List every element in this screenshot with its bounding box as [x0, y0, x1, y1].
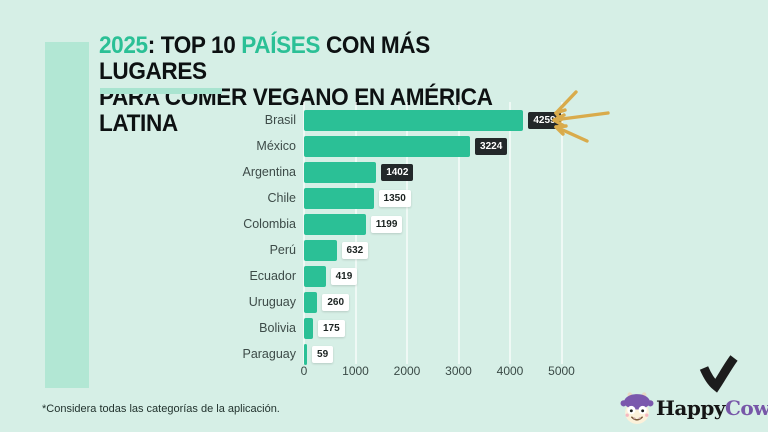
x-axis-tick-label: 4000 — [496, 364, 524, 378]
x-axis-tick-label: 2000 — [393, 364, 421, 378]
bar — [304, 214, 366, 235]
hand-drawn-arrows-icon — [552, 90, 610, 143]
brand-happy: Happy — [656, 396, 725, 420]
title-paises: PAÍSES — [241, 32, 321, 59]
footnote: *Considera todas las categorías de la ap… — [42, 403, 280, 415]
title-underline — [100, 88, 222, 94]
x-axis-tick-label: 0 — [300, 364, 308, 378]
value-chip: 59 — [312, 346, 334, 363]
title-top10: : TOP 10 — [147, 32, 242, 59]
bar — [304, 266, 326, 287]
value-chip: 419 — [330, 268, 358, 285]
bar — [304, 318, 313, 339]
value-chip: 3224 — [475, 138, 508, 155]
value-chip: 632 — [341, 242, 369, 259]
gridline — [560, 102, 563, 364]
bar-category-label: Ecuador — [249, 269, 296, 283]
value-chip: 1199 — [370, 216, 403, 233]
title-line2: PARA COMER VEGANO EN AMÉRICA LATINA — [99, 83, 492, 137]
bar — [304, 292, 318, 313]
bar — [304, 110, 524, 131]
bar-category-label: Perú — [269, 243, 296, 257]
left-accent-bar — [45, 42, 89, 388]
title-year: 2025 — [99, 32, 148, 59]
bar-category-label: Brasil — [264, 113, 296, 127]
bar-category-label: Paraguay — [242, 347, 296, 361]
x-axis-tick-label: 3000 — [445, 364, 472, 378]
page-title: 2025: TOP 10 PAÍSES CON MÁS LUGARES PARA… — [99, 33, 541, 137]
bar-category-label: Bolivia — [259, 321, 296, 335]
brand-cow: Cow — [724, 396, 768, 420]
value-chip: 1402 — [381, 164, 414, 181]
value-chip: 1350 — [378, 190, 411, 207]
x-axis-tick-label: 1000 — [342, 364, 369, 378]
bar — [304, 188, 374, 209]
cow-icon — [620, 392, 654, 424]
bar-category-label: Uruguay — [248, 295, 296, 309]
bar — [304, 240, 337, 261]
bar — [304, 136, 471, 157]
bar-category-label: Colombia — [243, 217, 296, 231]
gridline — [509, 102, 511, 364]
bar-category-label: Chile — [267, 191, 297, 205]
bar-category-label: México — [256, 139, 296, 153]
bar — [304, 162, 377, 183]
happycow-wordmark: HappyCow — [656, 392, 768, 425]
value-chip: 4259 — [528, 112, 561, 129]
value-chip: 260 — [322, 294, 350, 311]
value-chip: 175 — [318, 320, 345, 337]
happycow-logo: HappyCow — [620, 391, 768, 426]
bar-category-label: Argentina — [242, 165, 296, 179]
gridline — [457, 102, 460, 364]
title-rest: CON MÁS LUGARES — [99, 32, 430, 85]
gridline — [406, 102, 408, 364]
bar — [304, 344, 308, 365]
x-axis-tick-label: 5000 — [548, 364, 575, 378]
checkmark-icon — [699, 355, 738, 393]
